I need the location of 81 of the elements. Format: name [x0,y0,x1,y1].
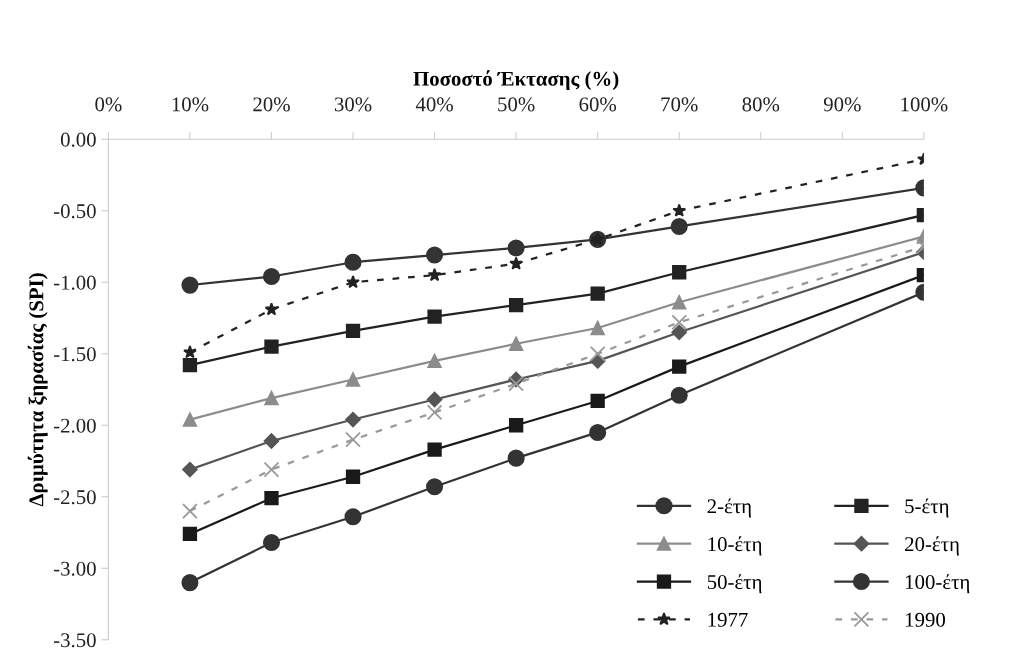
x-tick-label: 70% [661,97,698,112]
point [671,314,688,331]
point [345,323,361,339]
point [182,461,198,478]
y-axis-title: Δριμύτητα ξηρασίας (SPI) [27,273,48,507]
point [672,203,687,217]
point [672,265,687,280]
x-tick-label: 60% [579,97,617,112]
point [508,375,524,392]
point [426,246,444,264]
point [262,267,281,286]
x-axis-title: Ποσοστό Έκτασης (%) [413,70,619,91]
x-tick-label: 40% [415,97,453,112]
x-tick-label: 90% [823,97,861,112]
x-tick-label: 0% [95,97,122,112]
point [263,433,280,449]
point [427,309,442,324]
legend-label: 2-έτη [707,498,751,518]
point [346,275,360,289]
x-tick-label: 100% [901,97,948,112]
point [344,508,362,526]
x-tick-label: 10% [172,97,209,112]
x-tick-label: 30% [334,97,372,112]
point [264,390,279,406]
y-tick-label: -1.50 [53,347,96,362]
legend-label: 50-έτη [707,574,762,594]
y-tick-label: -3.50 [53,633,96,648]
point [508,336,524,351]
point [427,442,442,457]
point [507,239,525,257]
point [427,353,442,369]
y-tick-label: -0.50 [53,204,96,219]
point [182,358,198,373]
point [670,386,688,404]
point [262,533,281,552]
legend-label: 1977 [708,612,748,627]
point [426,478,444,496]
x-tick-label: 80% [742,97,780,112]
point [264,491,279,506]
point [590,320,605,336]
point [182,526,198,542]
point [345,411,361,428]
point [672,295,687,310]
point [507,449,525,467]
point [589,345,606,362]
point [427,267,442,282]
point [509,256,523,270]
y-tick-label: -1.00 [53,275,96,290]
point [426,391,443,408]
point [672,359,687,374]
point [345,431,361,448]
point [670,217,688,236]
point [264,339,279,354]
y-tick-label: -2.00 [53,418,96,433]
point [508,297,524,313]
point [590,393,605,409]
point [589,423,607,441]
point [426,404,443,421]
point [344,253,362,271]
point [181,574,199,592]
point [264,302,279,316]
point [345,469,361,484]
legend-label: 100-έτη [905,574,970,594]
legend-label: 1990 [905,612,946,627]
legend-label: 5-έτη [905,498,949,518]
y-tick-label: 0.00 [60,132,96,147]
y-tick-label: -3.00 [53,561,96,576]
legend-label: 20-έτη [905,536,959,556]
point [182,412,198,427]
x-tick-label: 50% [498,97,535,112]
y-tick-label: -2.50 [53,490,96,505]
point [508,418,524,433]
point [263,461,280,478]
point [590,286,605,301]
legend-label: 10-έτη [708,536,762,556]
point [181,276,199,294]
x-tick-label: 20% [253,97,290,112]
point [345,372,361,387]
point [182,503,198,519]
point [183,345,197,359]
point [671,324,687,341]
